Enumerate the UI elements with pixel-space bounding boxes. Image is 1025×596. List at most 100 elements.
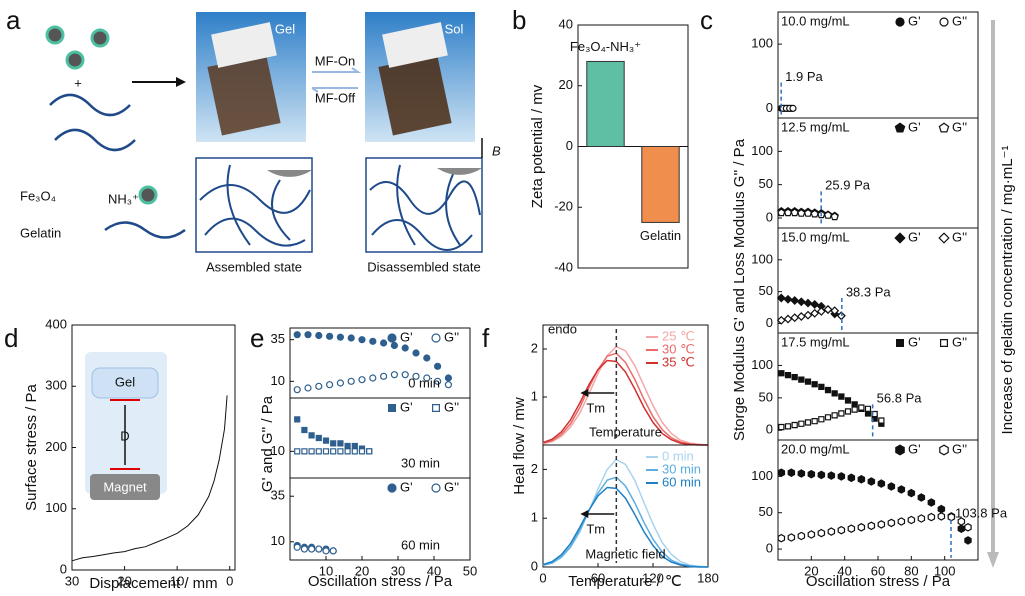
legend-label: G' bbox=[908, 229, 921, 244]
point bbox=[388, 404, 396, 412]
point bbox=[823, 210, 833, 219]
point bbox=[937, 504, 946, 514]
legend-label: G'' bbox=[444, 329, 459, 344]
point bbox=[423, 374, 431, 382]
point bbox=[827, 527, 836, 536]
point bbox=[300, 545, 308, 553]
y-tick-label: 50 bbox=[759, 283, 773, 298]
x-tick-label: 100 bbox=[934, 563, 956, 578]
point bbox=[895, 17, 905, 27]
point bbox=[347, 377, 355, 385]
legend-label: 0 min bbox=[662, 448, 694, 463]
time-label: 60 min bbox=[401, 537, 440, 552]
point bbox=[810, 209, 819, 218]
cap bbox=[211, 22, 277, 68]
panel-label: e bbox=[250, 323, 264, 353]
magnet-label: Magnet bbox=[103, 479, 147, 494]
panel-label: a bbox=[6, 5, 21, 35]
panel-label: d bbox=[4, 323, 18, 353]
bar bbox=[641, 146, 680, 223]
point bbox=[803, 208, 813, 217]
point bbox=[831, 412, 838, 419]
point bbox=[894, 122, 906, 133]
point bbox=[939, 339, 949, 347]
point bbox=[315, 448, 322, 455]
point bbox=[811, 418, 818, 425]
y-tick-label: 100 bbox=[45, 500, 67, 515]
particle bbox=[437, 168, 482, 175]
y-tick-label: 10 bbox=[271, 533, 285, 548]
crossover-label: 1.9 Pa bbox=[785, 69, 823, 84]
legend-label: G'' bbox=[952, 13, 967, 28]
point bbox=[857, 475, 866, 484]
point bbox=[851, 401, 858, 408]
condition-label: Magnetic field bbox=[585, 546, 665, 561]
point bbox=[957, 517, 966, 526]
point bbox=[837, 472, 846, 481]
point bbox=[787, 533, 796, 542]
y-tick-label: 0 bbox=[531, 558, 538, 573]
point bbox=[293, 331, 301, 339]
line bbox=[542, 476, 709, 568]
point bbox=[315, 331, 323, 340]
legend-label: G' bbox=[400, 399, 413, 414]
y-axis-label: G' and G'' / Pa bbox=[259, 395, 276, 492]
point bbox=[887, 518, 896, 528]
point bbox=[823, 305, 833, 314]
point bbox=[957, 524, 966, 533]
y-tick-label: 10 bbox=[271, 373, 285, 388]
x-tick-label: 40 bbox=[837, 563, 851, 578]
x-tick-label: 40 bbox=[427, 563, 441, 578]
panel-label: b bbox=[512, 5, 526, 35]
legend-label: G'' bbox=[952, 229, 967, 244]
point bbox=[304, 331, 312, 339]
y-tick-label: -40 bbox=[554, 259, 573, 274]
point bbox=[777, 533, 786, 543]
point bbox=[301, 448, 308, 455]
y-tick-label: 0 bbox=[766, 100, 773, 115]
point bbox=[308, 432, 315, 439]
point bbox=[858, 404, 865, 411]
x-axis-label: Oscillation stress / Pa bbox=[806, 573, 951, 590]
point bbox=[831, 390, 838, 397]
line bbox=[71, 395, 228, 562]
y-tick-label: 20 bbox=[559, 77, 573, 92]
sol-label: Sol bbox=[445, 21, 464, 36]
point bbox=[315, 382, 323, 390]
point bbox=[326, 332, 334, 340]
y-tick-label: 100 bbox=[751, 468, 773, 483]
y-tick-label: 0 bbox=[60, 561, 67, 576]
y-tick-label: 1 bbox=[531, 510, 538, 525]
point bbox=[816, 306, 826, 316]
panel-label: c bbox=[700, 5, 713, 35]
tm-label: Tm bbox=[586, 521, 605, 536]
legend-label: G' bbox=[400, 329, 413, 344]
legend-label: 25 ℃ bbox=[662, 328, 695, 343]
point bbox=[336, 333, 344, 341]
tm-arrowhead bbox=[580, 510, 589, 518]
point bbox=[294, 416, 301, 423]
point bbox=[315, 545, 323, 553]
point bbox=[797, 469, 806, 478]
point bbox=[807, 530, 816, 539]
point bbox=[810, 308, 820, 318]
point bbox=[827, 471, 836, 480]
category-label: Fe₃O₄-NH₃⁺ bbox=[570, 39, 641, 54]
point bbox=[939, 17, 949, 27]
point bbox=[387, 483, 397, 493]
concentration-label: 12.5 mg/mL bbox=[781, 119, 850, 134]
point bbox=[790, 313, 800, 323]
point bbox=[326, 381, 334, 389]
legend-label: G' bbox=[908, 334, 921, 349]
point bbox=[895, 339, 905, 347]
field-label: B bbox=[492, 143, 501, 158]
point bbox=[315, 434, 322, 442]
schematic: a + Fe₃O₄ NH₃⁺ Gelatin Gel Sol MF-On MF-… bbox=[6, 5, 501, 275]
gel-label: Gel bbox=[115, 374, 135, 389]
point bbox=[838, 393, 845, 400]
y-tick-label: 50 bbox=[759, 176, 773, 191]
point bbox=[824, 414, 832, 421]
chains bbox=[49, 93, 186, 239]
point bbox=[434, 377, 442, 385]
point bbox=[838, 410, 845, 417]
